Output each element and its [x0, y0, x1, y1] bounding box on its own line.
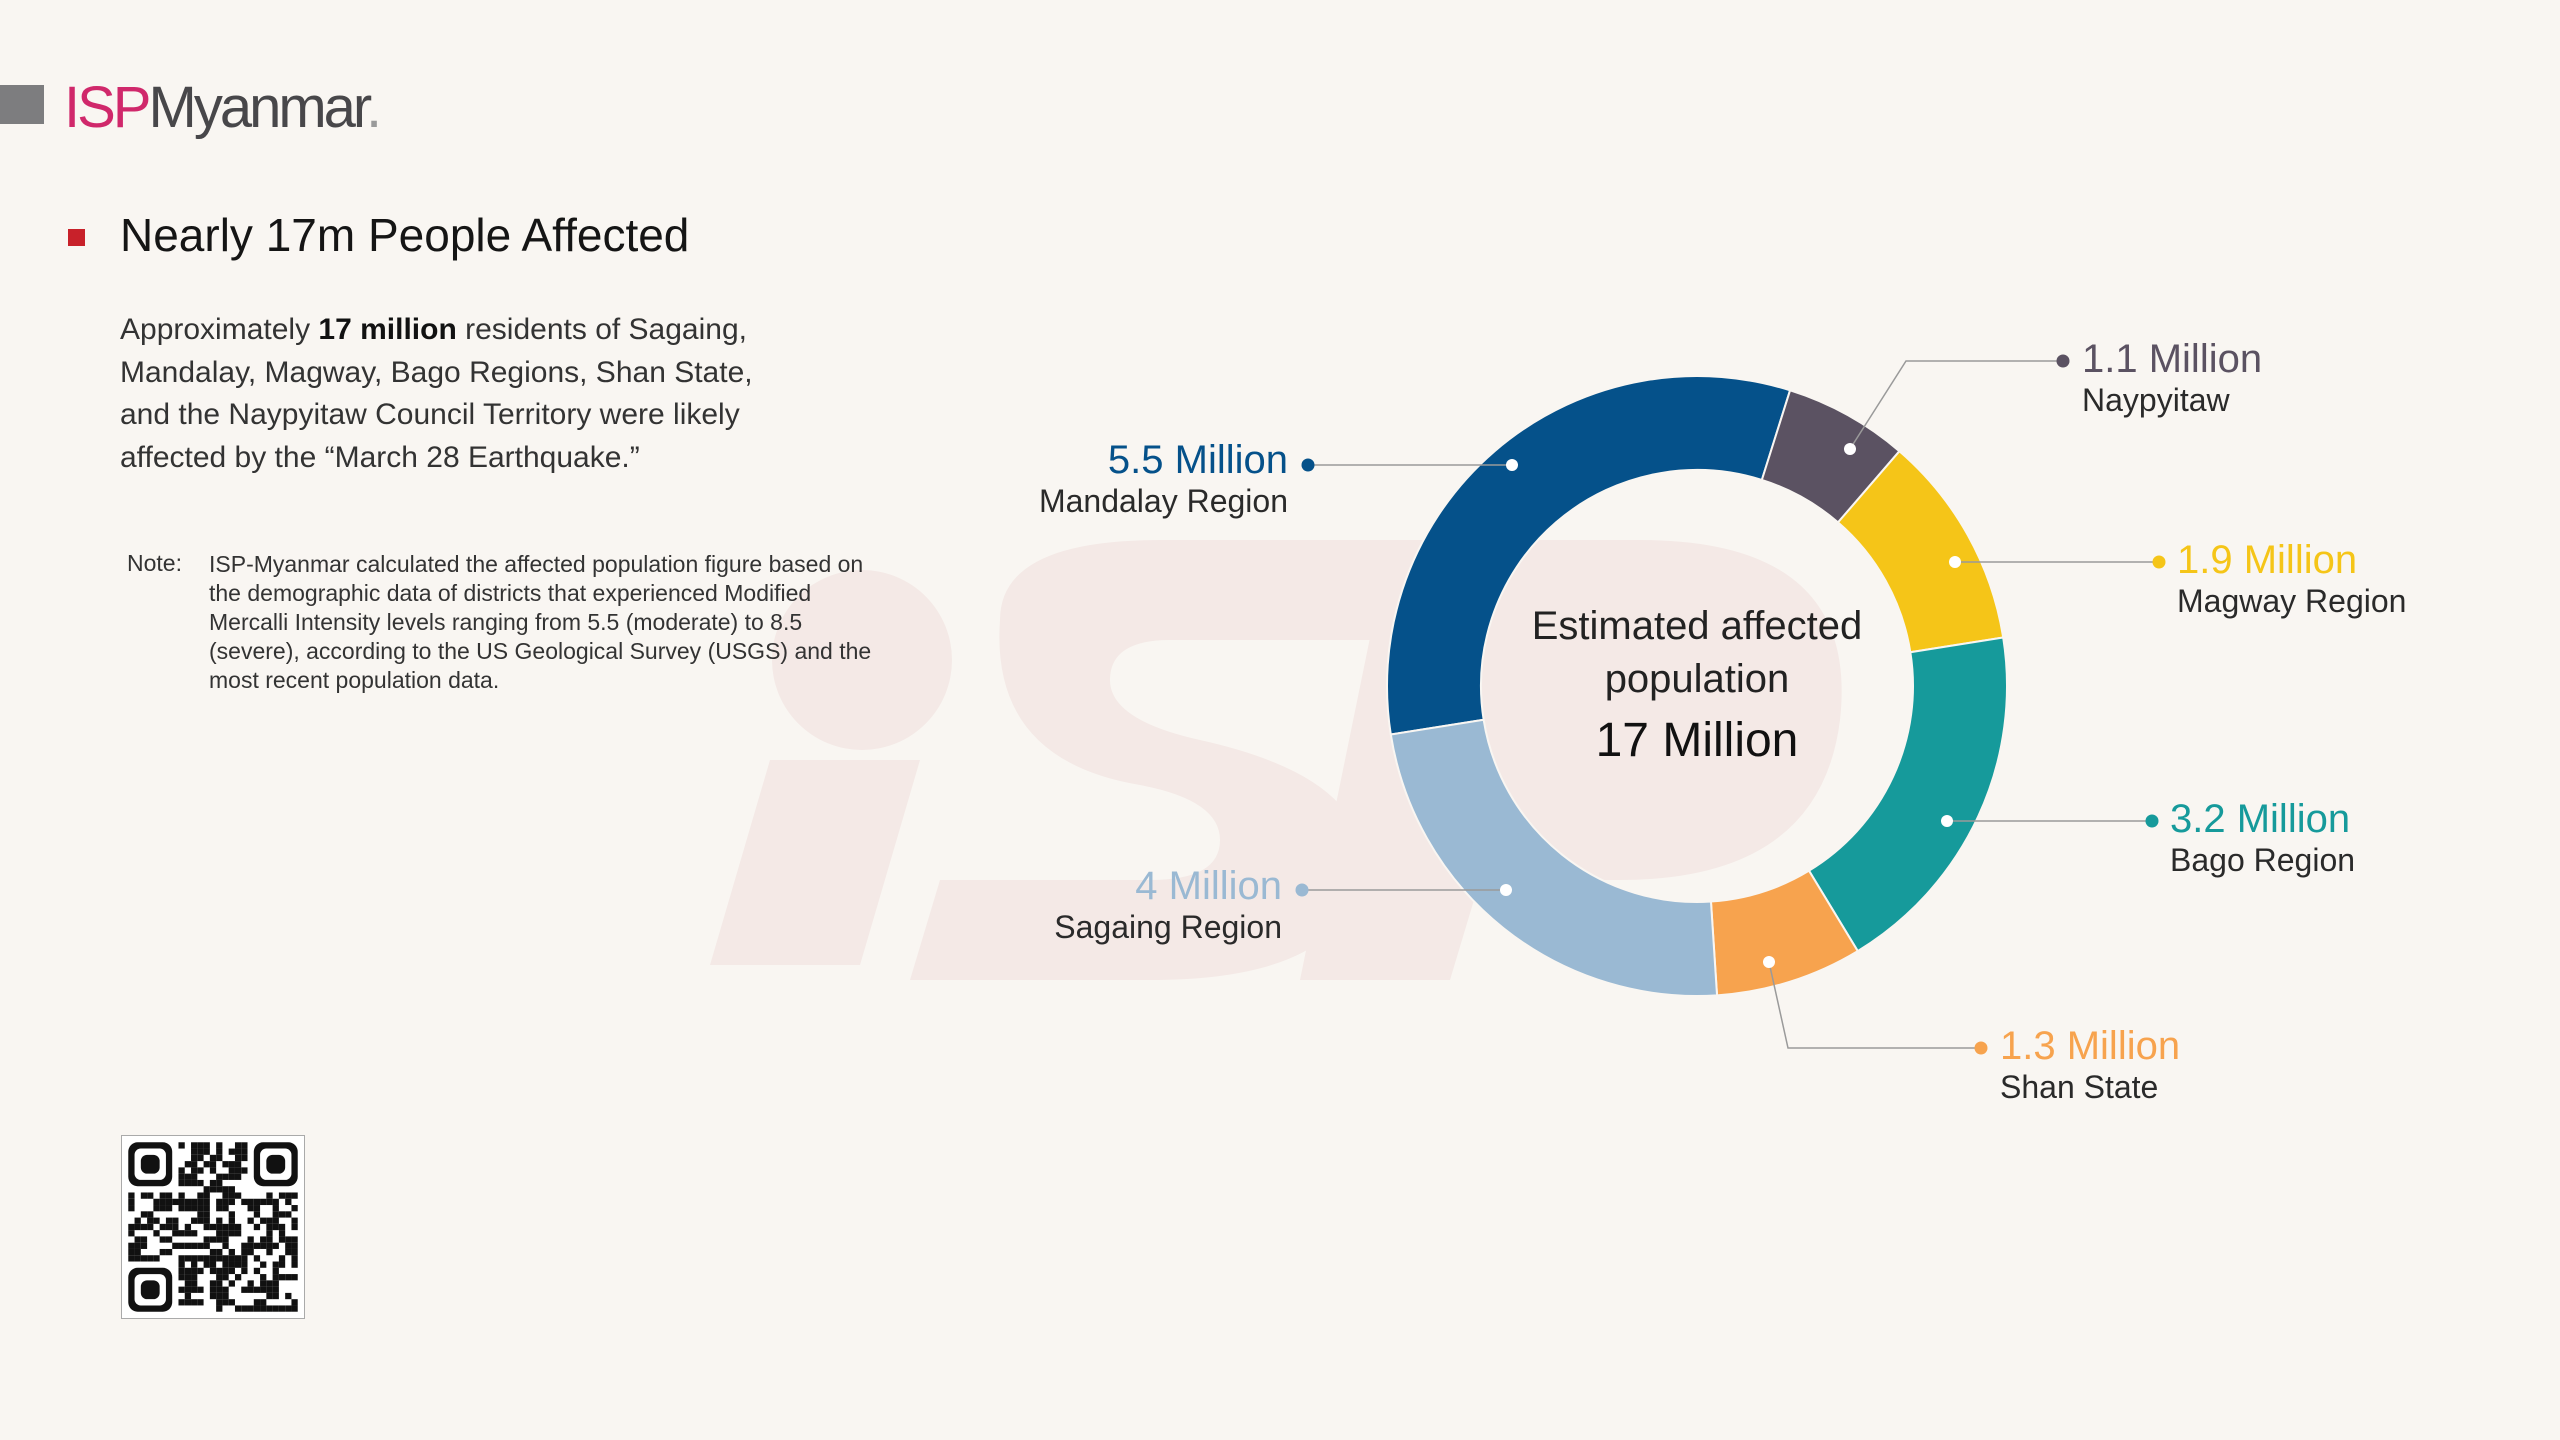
callout-naypyitaw: 1.1 Million Naypyitaw — [2082, 337, 2262, 419]
center-label: Estimated affected population — [1531, 604, 1863, 701]
callout-dot — [2152, 555, 2166, 569]
slice-marker — [1949, 556, 1961, 568]
slice-marker — [1506, 459, 1518, 471]
page-title: Nearly 17m People Affected — [120, 209, 690, 261]
note-text: ISP-Myanmar calculated the affected popu… — [209, 551, 872, 693]
para-bold: 17 million — [318, 313, 457, 346]
slice-name: Sagaing Region — [1054, 909, 1282, 945]
callout-bago-region: 3.2 Million Bago Region — [2170, 797, 2355, 879]
slice-marker — [1941, 815, 1953, 827]
logo-isp: ISP — [64, 75, 151, 140]
slice-value: 5.5 Million — [1107, 438, 1288, 482]
slice-value: 1.9 Million — [2177, 538, 2358, 582]
callout-mandalay-region: 5.5 Million Mandalay Region — [1039, 438, 1288, 520]
slice-name: Naypyitaw — [2082, 382, 2230, 418]
bullet-square — [68, 229, 85, 246]
logo-square — [0, 85, 44, 124]
callout-dot — [1301, 458, 1315, 472]
callout-magway-region: 1.9 Million Magway Region — [2177, 538, 2406, 620]
qr-code[interactable] — [121, 1135, 305, 1319]
logo: ISPMyanmar. — [64, 74, 382, 141]
logo-myanmar: Myanmar — [148, 75, 370, 140]
slice-name: Magway Region — [2177, 583, 2407, 619]
para-post: residents of Sagaing, Mandalay, Magway, … — [120, 313, 753, 474]
slice-marker — [1844, 443, 1856, 455]
note-label: Note: — [127, 550, 182, 576]
slice-name: Bago Region — [2170, 842, 2356, 878]
slice-value: 1.1 Million — [2082, 337, 2263, 381]
center-value: 17 Million — [1595, 714, 1799, 767]
slice-value: 3.2 Million — [2170, 797, 2351, 841]
slice-sagaing-region — [1389, 718, 1719, 997]
callout-dot — [1295, 883, 1309, 897]
slice-marker — [1763, 956, 1775, 968]
slice-name: Shan State — [2000, 1069, 2159, 1105]
callout-dot — [2145, 814, 2159, 828]
callout-sagaing-region: 4 Million Sagaing Region — [1054, 864, 1282, 946]
slice-value: 4 Million — [1135, 864, 1282, 908]
slice-marker — [1500, 884, 1512, 896]
callout-dot — [1974, 1041, 1988, 1055]
slice-value: 1.3 Million — [2000, 1024, 2181, 1068]
slice-name: Mandalay Region — [1038, 483, 1288, 519]
leader-line — [1849, 360, 2063, 450]
callout-dot — [2056, 354, 2070, 368]
donut-center: Estimated affected population 17 Million — [1497, 600, 1897, 774]
callout-shan-state: 1.3 Million Shan State — [2000, 1024, 2180, 1106]
summary-paragraph: Approximately 17 million residents of Sa… — [120, 309, 800, 479]
logo-dot: . — [366, 75, 382, 140]
para-pre: Approximately — [120, 313, 319, 346]
leader-line — [1768, 961, 1981, 1049]
